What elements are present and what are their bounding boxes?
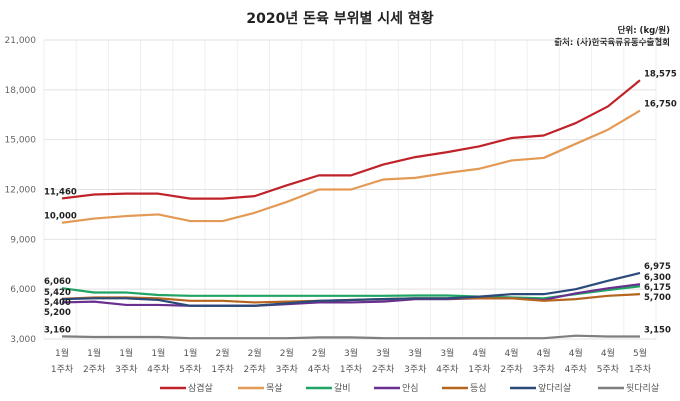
end-data-label: 5,700 [644,293,671,303]
x-tick-week: 5주차 [179,363,202,375]
start-data-label: 5,420 [44,288,71,298]
x-tick-month: 3월 [408,347,422,359]
x-tick-month: 4월 [601,347,615,359]
x-tick-month: 1월 [183,347,197,359]
x-tick-month: 1월 [87,347,101,359]
end-data-label: 6,175 [644,283,671,293]
y-tick-label: 12,000 [5,186,37,196]
x-tick-week: 2주차 [372,363,395,375]
series-line-목살 [61,109,641,224]
x-tick-week: 4주차 [565,363,588,375]
x-tick-month: 1월 [119,347,133,359]
x-tick-month: 4월 [569,347,583,359]
source-label: 출처: (사)한국육류유통수출협회 [554,38,670,48]
x-tick-week: 4주차 [147,363,170,375]
y-tick-label: 18,000 [5,86,37,96]
start-data-label: 11,460 [44,187,77,197]
legend-label: 등심 [470,383,487,394]
x-tick-month: 2월 [248,347,262,359]
x-tick-month: 1월 [151,347,165,359]
end-data-label: 6,975 [644,262,671,272]
start-data-label: 5,200 [44,308,71,318]
x-tick-month: 4월 [472,347,486,359]
x-tick-month: 1월 [55,347,69,359]
end-data-label: 3,150 [644,326,671,336]
legend-label: 갈비 [334,383,351,394]
y-tick-label: 9,000 [10,235,36,245]
x-tick-month: 3월 [440,347,454,359]
legend-label: 삼겹살 [188,382,213,394]
unit-label: 단위: (kg/원) [617,26,670,36]
x-tick-week: 4주차 [308,363,331,375]
y-tick-label: 6,000 [10,285,36,295]
x-tick-week: 2주차 [244,363,267,375]
legend-label: 앞다리살 [538,382,571,394]
x-tick-week: 1주차 [629,363,652,375]
start-data-label: 3,160 [44,325,71,335]
series-line-뒷다리살 [61,334,640,340]
x-tick-week: 5주차 [597,363,620,375]
x-tick-month: 2월 [216,347,230,359]
legend-label: 뒷다리살 [626,382,659,394]
x-tick-month: 3월 [376,347,390,359]
x-tick-week: 3주차 [115,363,138,375]
end-data-label: 6,300 [644,273,671,283]
y-tick-label: 3,000 [10,335,36,345]
start-data-label: 10,000 [44,212,77,222]
x-tick-month: 4월 [505,347,519,359]
x-tick-week: 1주차 [468,363,491,375]
x-tick-week: 1주차 [340,363,363,375]
x-tick-month: 4월 [537,347,551,359]
x-tick-week: 4주차 [436,363,459,375]
end-data-label: 18,575 [644,69,677,79]
start-data-label: 6,060 [44,277,71,287]
x-tick-week: 3주차 [276,363,299,375]
legend-label: 안심 [402,383,419,394]
y-tick-label: 15,000 [5,136,37,146]
end-data-label: 16,750 [644,100,677,110]
x-tick-month: 3월 [344,347,358,359]
x-tick-month: 2월 [280,347,294,359]
x-tick-month: 5월 [633,347,647,359]
x-tick-week: 1주차 [211,363,234,375]
start-data-label: 5,400 [44,298,71,308]
x-tick-week: 3주차 [404,363,427,375]
x-tick-week: 2주차 [83,363,106,375]
x-tick-week: 3주차 [533,363,556,375]
chart-title: 2020년 돈육 부위별 시세 현황 [246,11,434,27]
legend-label: 목살 [266,383,283,394]
y-tick-label: 21,000 [5,36,37,46]
x-tick-week: 1주차 [51,363,74,375]
x-tick-week: 2주차 [500,363,523,375]
x-tick-month: 2월 [312,347,326,359]
